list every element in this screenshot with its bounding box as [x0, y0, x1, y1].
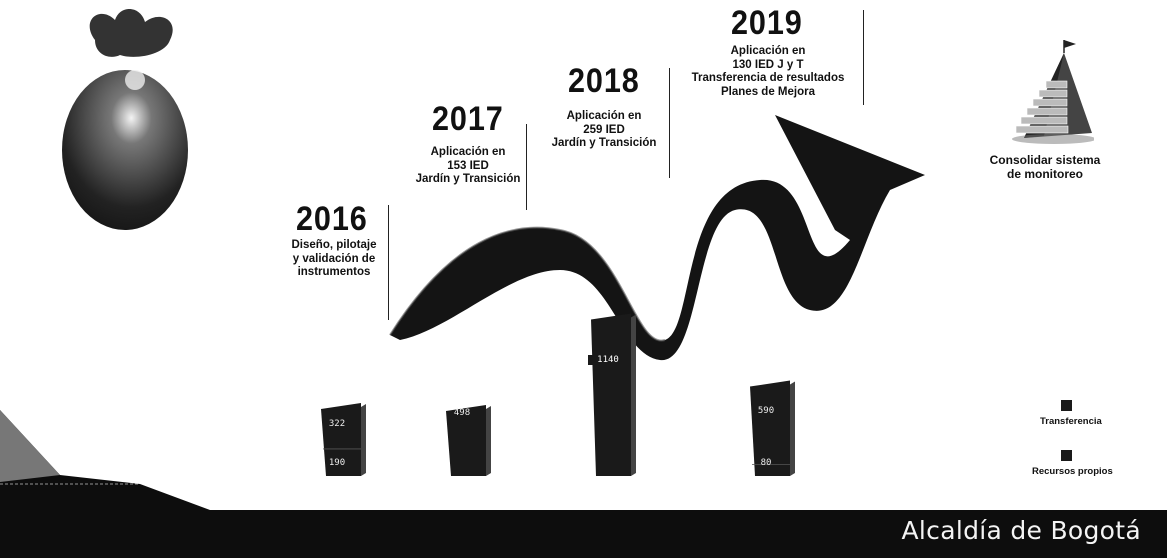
growth-arrow	[389, 115, 925, 361]
legend-label-transferencia: Transferencia	[1040, 416, 1102, 427]
bar-2018	[591, 313, 631, 476]
bar-2017	[446, 405, 486, 476]
year-2017: 2017	[432, 100, 504, 138]
milestone-2016-desc: Diseño, pilotaje y validación de instrum…	[291, 239, 377, 278]
year-2018: 2018	[568, 62, 640, 100]
divider-2017	[526, 124, 527, 210]
pyramid-stairs-icon	[1012, 40, 1094, 144]
footer-bar	[0, 510, 1167, 558]
bar-label-2019-recursos: 80	[760, 458, 772, 468]
divider-2018	[669, 68, 670, 178]
divider-2016	[388, 205, 389, 320]
bar-label-2017-transferencia: 498	[453, 408, 471, 418]
footer-brand: Alcaldía de Bogotá	[901, 516, 1141, 545]
legend-label-recursos: Recursos propios	[1032, 466, 1113, 477]
bar-side-2018	[631, 314, 636, 476]
monitor-caption: Consolidar sistema de monitoreo	[989, 153, 1101, 181]
milestone-2017-desc: Aplicación en 153 IED Jardín y Transició…	[415, 146, 521, 185]
milestone-2019-desc: Aplicación en 130 IED J y T Transferenci…	[691, 45, 845, 98]
bar-label-2016-recursos: 190	[328, 458, 346, 468]
bar-2019	[750, 380, 790, 476]
divider-2019	[863, 10, 864, 105]
seed-illustration	[62, 8, 188, 230]
bar-label-2018-transferencia: 1140	[588, 355, 628, 365]
corner-wedge	[0, 410, 210, 510]
bar-2016	[321, 403, 361, 476]
year-2019: 2019	[731, 4, 803, 42]
year-2016: 2016	[296, 200, 368, 238]
legend-swatch-recursos	[1061, 450, 1072, 461]
bar-side-2016	[361, 404, 366, 476]
bar-label-2019-transferencia: 590	[757, 406, 775, 416]
bar-chart	[321, 313, 795, 476]
bar-side-2019	[790, 381, 795, 476]
bar-label-2016-transferencia: 322	[328, 419, 346, 429]
milestone-2018-desc: Aplicación en 259 IED Jardín y Transició…	[551, 110, 657, 149]
legend-swatch-transferencia	[1061, 400, 1072, 411]
bar-side-2017	[486, 406, 491, 476]
